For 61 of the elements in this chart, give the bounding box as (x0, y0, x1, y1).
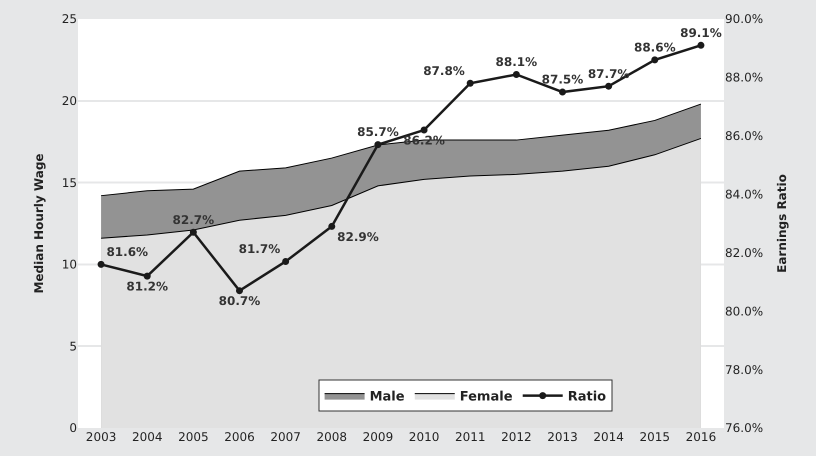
y-tick-label: 25 (62, 12, 77, 26)
point (697, 42, 704, 49)
point (236, 287, 243, 294)
x-tick-label: 2004 (132, 430, 162, 444)
y-tick-label: 10 (62, 258, 77, 272)
point (466, 80, 474, 87)
legend-label: Female (460, 390, 513, 405)
point (144, 272, 151, 280)
x-tick-label: 2010 (408, 430, 440, 444)
y2-tick-label: 88.0% (725, 70, 764, 85)
x-tick-label: 2012 (501, 430, 532, 444)
y2-tick-label: 90.0% (725, 12, 764, 26)
point (651, 56, 658, 64)
x-tick-label: 2013 (547, 430, 578, 444)
legend-label: Male (370, 390, 405, 405)
data-label: 87.5% (542, 72, 584, 87)
y2-tick-label: 78.0% (725, 362, 764, 377)
data-label: 87.8% (423, 64, 465, 78)
data-label: 81.7% (238, 242, 280, 256)
point (98, 260, 105, 268)
x-tick-label: 2005 (178, 430, 209, 444)
data-label: 82.9% (337, 230, 379, 244)
data-label: 81.6% (106, 245, 148, 260)
point (374, 141, 382, 148)
x-tick-label: 2014 (593, 430, 624, 444)
y-tick-label: 0 (69, 421, 77, 436)
x-tick-label: 2015 (640, 430, 670, 444)
y-tick-label: 20 (62, 94, 77, 108)
x-tick-label: 2009 (362, 430, 394, 444)
point (605, 82, 612, 90)
x-tick-label: 2011 (454, 430, 486, 444)
y-tick-label: 15 (62, 176, 77, 190)
point (420, 126, 428, 134)
data-label: 86.2% (403, 133, 445, 148)
legend-label: Ratio (568, 390, 606, 405)
y2-axis-title: Earnings Ratio (775, 174, 790, 273)
data-label: 89.1% (680, 26, 722, 40)
data-label: 87.7% (588, 66, 630, 81)
y2-tick-label: 80.0% (725, 304, 764, 318)
y2-tick-label: 76.0% (725, 421, 764, 436)
data-label: 81.2% (126, 279, 168, 294)
point (559, 88, 566, 96)
data-label: 82.7% (172, 212, 214, 227)
data-label: 80.7% (218, 294, 260, 308)
data-label: 88.1% (496, 55, 538, 70)
y-tick-label: 5 (69, 339, 77, 354)
y2-tick-label: 82.0% (725, 246, 764, 260)
x-tick-label: 2006 (224, 430, 255, 444)
x-tick-label: 2003 (86, 430, 116, 444)
point (328, 222, 336, 230)
point (190, 228, 197, 236)
data-label: 88.6% (634, 40, 676, 55)
data-label: 85.7% (357, 125, 399, 140)
y2-tick-label: 84.0% (725, 187, 764, 202)
point (282, 258, 290, 265)
y-axis-title: Median Hourly Wage (32, 153, 46, 294)
point (512, 71, 520, 78)
x-tick-label: 2008 (316, 430, 348, 444)
y2-tick-label: 86.0% (725, 129, 764, 144)
x-tick-label: 2007 (270, 430, 301, 444)
x-tick-label: 2016 (686, 430, 716, 444)
